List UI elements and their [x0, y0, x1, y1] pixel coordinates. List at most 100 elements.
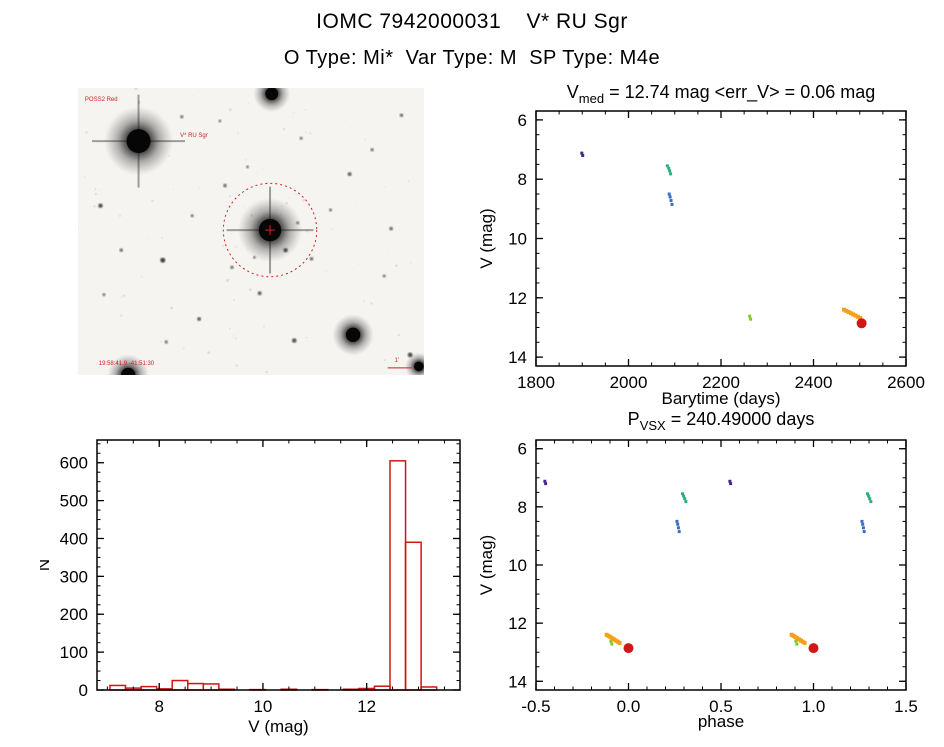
star: [218, 119, 222, 123]
star: [389, 226, 394, 231]
series-segment-5: [604, 632, 807, 645]
svg-text:2600: 2600: [887, 373, 925, 392]
svg-text:12: 12: [357, 697, 376, 716]
axes-ticks: 8 10 12 0 100 200 300 400 500 600: [60, 440, 460, 716]
star: [160, 257, 166, 263]
svg-text:400: 400: [60, 529, 88, 548]
y-axis-label: V (mag): [477, 535, 496, 595]
histogram-content: [109, 460, 438, 691]
histogram-bar: [389, 460, 407, 691]
finder-chart-image: POSS2 Red V* RU Sgr 19:58:41.9 -41:51:30 1': [78, 88, 424, 375]
svg-text:10: 10: [508, 230, 527, 249]
phase-folded-chart: -0.5 0.0 0.5 1.0 1.5 6 8 10 12 14 PVSX = 240.49000…: [477, 409, 918, 731]
y-axis-label: V (mag): [477, 208, 496, 268]
series-segment-4: [609, 639, 799, 646]
star: [309, 256, 314, 261]
svg-text:8: 8: [518, 498, 527, 517]
svg-text:6: 6: [518, 440, 527, 459]
svg-text:300: 300: [60, 567, 88, 586]
svg-text:2200: 2200: [702, 373, 740, 392]
star: [399, 113, 404, 118]
page-subtitle: O Type: Mi* Var Type: M SP Type: M4e: [283, 47, 661, 69]
star: [328, 208, 333, 212]
bright-star: [265, 88, 279, 101]
plot-frame: [535, 110, 907, 367]
finder-annotation: POSS2 Red: [85, 97, 118, 103]
svg-text:600: 600: [60, 454, 88, 473]
svg-text:1.5: 1.5: [894, 697, 918, 716]
star: [257, 291, 262, 296]
star: [98, 203, 103, 208]
star: [197, 317, 202, 322]
series-segment-2: [681, 492, 873, 504]
x-axis-label: Barytime (days): [661, 389, 780, 408]
svg-text:100: 100: [60, 643, 88, 662]
x-axis-label: V (mag): [248, 717, 308, 736]
plot-frame: [535, 439, 907, 691]
field-stars: [92, 88, 424, 375]
series-segment-5: [842, 307, 863, 320]
star: [291, 338, 297, 343]
star: [347, 172, 352, 177]
background-noise: [78, 88, 412, 374]
svg-text:8: 8: [154, 697, 163, 716]
bright-star: [345, 327, 361, 343]
finder-annotation: V* RU Sgr: [180, 133, 208, 139]
svg-text:-0.5: -0.5: [521, 697, 550, 716]
star: [102, 293, 106, 297]
finder-annotation: 1': [395, 358, 399, 364]
svg-text:8: 8: [518, 170, 527, 189]
star: [299, 136, 303, 140]
series-segment-2: [665, 164, 673, 176]
star-halo: [107, 354, 149, 375]
bright-star: [126, 129, 151, 154]
svg-text:1.0: 1.0: [802, 697, 826, 716]
x-axis-label: phase: [698, 712, 744, 731]
star: [230, 265, 234, 270]
axes-ticks: -0.5 0.0 0.5 1.0 1.5 6 8 10 12 14: [508, 440, 918, 716]
star: [180, 115, 184, 119]
finder-annotation: 19:58:41.9 -41:51:30: [99, 361, 155, 367]
svg-text:6: 6: [518, 111, 527, 130]
histogram-bars: [109, 460, 438, 691]
svg-text:0.5: 0.5: [709, 697, 733, 716]
histogram-bar: [187, 682, 205, 691]
star: [382, 274, 386, 278]
star: [119, 248, 124, 252]
svg-text:10: 10: [508, 556, 527, 575]
star: [246, 165, 250, 169]
star: [223, 183, 227, 188]
svg-text:200: 200: [60, 605, 88, 624]
magnitude-histogram-chart: 8 10 12 0 100 200 300 400 500 600 V (mag) N: [40, 439, 461, 736]
svg-text:1800: 1800: [517, 373, 555, 392]
series-segment-6: [856, 318, 867, 329]
series-segment-1: [543, 479, 733, 486]
svg-text:10: 10: [253, 697, 272, 716]
svg-text:2400: 2400: [795, 373, 833, 392]
star: [370, 148, 374, 152]
svg-text:12: 12: [508, 289, 527, 308]
lightcurve-chart: 1800 2000 2200 2400 2600 6 8 10 12 14 Vmed = 12.74…: [477, 82, 925, 408]
series-segment-4: [748, 314, 753, 321]
svg-text:500: 500: [60, 492, 88, 511]
star: [164, 340, 168, 344]
target-marker-circle: [222, 182, 318, 278]
svg-text:2000: 2000: [610, 373, 648, 392]
svg-text:0.0: 0.0: [617, 697, 641, 716]
bright-star: [414, 361, 424, 372]
histogram-bar: [404, 541, 422, 691]
series-segment-3: [675, 519, 866, 534]
series-segment-1: [580, 151, 585, 157]
lightcurve-content: [580, 151, 867, 329]
plot-frame: [96, 439, 461, 691]
star: [190, 214, 194, 218]
chart-title: Vmed = 12.74 mag <err_V> = 0.06 mag: [567, 82, 876, 106]
chart-title: PVSX = 240.49000 days: [628, 409, 815, 433]
svg-text:14: 14: [508, 348, 527, 367]
series-segment-3: [667, 192, 674, 206]
axes-ticks: 1800 2000 2200 2400 2600 6 8 10 12 14: [508, 111, 925, 392]
svg-text:14: 14: [508, 672, 527, 691]
phase-content: [543, 479, 873, 654]
y-axis-label: N: [40, 559, 53, 571]
